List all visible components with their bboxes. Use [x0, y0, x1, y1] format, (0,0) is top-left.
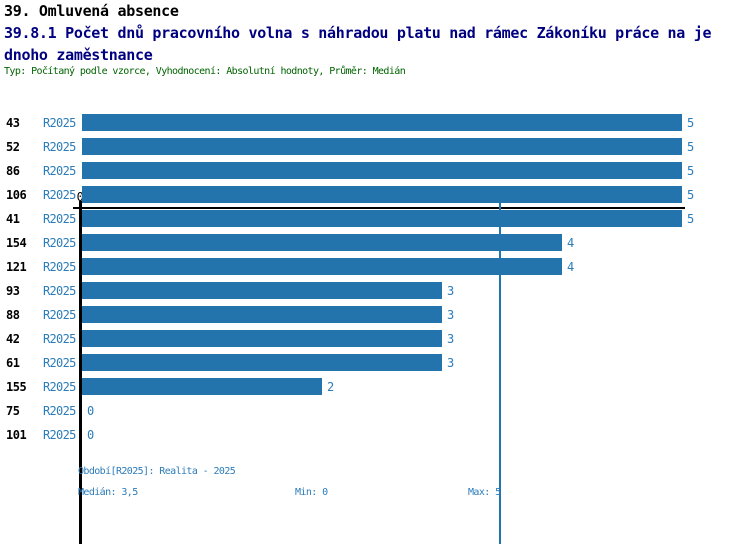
bar-value-label: 5 — [687, 116, 694, 130]
bar — [82, 282, 442, 299]
indicator-title-line2: dnoho zaměstnance — [4, 46, 153, 64]
bar-value-label: 3 — [447, 308, 454, 322]
bar-value-label: 5 — [687, 188, 694, 202]
row-number-label: 88 — [6, 308, 20, 322]
row-number-label: 43 — [6, 116, 20, 130]
bar — [82, 234, 562, 251]
row-period-label: R2025 — [43, 284, 76, 298]
row-period-label: R2025 — [43, 260, 76, 274]
bar-value-label: 4 — [567, 236, 574, 250]
bar-value-label: 5 — [687, 140, 694, 154]
row-period-label: R2025 — [43, 428, 76, 442]
bar-value-label: 5 — [687, 164, 694, 178]
bar-value-label: 0 — [87, 428, 94, 442]
row-number-label: 86 — [6, 164, 20, 178]
bar — [82, 186, 682, 203]
indicator-meta-info: Typ: Počítaný podle vzorce, Vyhodnocení:… — [4, 66, 406, 77]
row-period-label: R2025 — [43, 212, 76, 226]
row-number-label: 121 — [6, 260, 27, 274]
row-period-label: R2025 — [43, 236, 76, 250]
bar — [82, 330, 442, 347]
row-number-label: 106 — [6, 188, 27, 202]
row-period-label: R2025 — [43, 164, 76, 178]
bar-chart: 0 43 R2025 5 52 R2025 5 86 R2025 5 106 R2025 5 41 R20… — [0, 95, 750, 544]
row-number-label: 41 — [6, 212, 20, 226]
row-period-label: R2025 — [43, 404, 76, 418]
bar-value-label: 2 — [327, 380, 334, 394]
bar — [82, 138, 682, 155]
row-period-label: R2025 — [43, 188, 76, 202]
x-axis-line — [79, 207, 685, 209]
bar-value-label: 0 — [87, 404, 94, 418]
bar — [82, 354, 442, 371]
row-period-label: R2025 — [43, 356, 76, 370]
footer-min-stat: Min: 0 — [295, 487, 328, 498]
row-number-label: 155 — [6, 380, 27, 394]
bar — [82, 306, 442, 323]
axis-tick — [73, 207, 79, 209]
row-period-label: R2025 — [43, 308, 76, 322]
row-period-label: R2025 — [43, 140, 76, 154]
footer-median-stat: Medián: 3,5 — [78, 487, 138, 498]
row-number-label: 93 — [6, 284, 20, 298]
row-period-label: R2025 — [43, 332, 76, 346]
bar — [82, 378, 322, 395]
row-number-label: 61 — [6, 356, 20, 370]
row-number-label: 52 — [6, 140, 20, 154]
bar — [82, 258, 562, 275]
row-number-label: 75 — [6, 404, 20, 418]
row-number-label: 42 — [6, 332, 20, 346]
bar-value-label: 3 — [447, 284, 454, 298]
footer-max-stat: Max: 5 — [468, 487, 501, 498]
footer-period-legend: Období[R2025]: Realita - 2025 — [78, 466, 236, 477]
row-number-label: 154 — [6, 236, 27, 250]
y-axis-line — [79, 201, 82, 544]
x-axis-origin-label: 0 — [76, 190, 84, 204]
report-section-title: 39. Omluvená absence — [4, 2, 179, 20]
row-period-label: R2025 — [43, 116, 76, 130]
indicator-title-line1: 39.8.1 Počet dnů pracovního volna s náhr… — [4, 24, 712, 42]
bar — [82, 162, 682, 179]
bar-value-label: 5 — [687, 212, 694, 226]
bar — [82, 114, 682, 131]
row-period-label: R2025 — [43, 380, 76, 394]
median-reference-line — [499, 197, 501, 544]
bar-value-label: 4 — [567, 260, 574, 274]
bar-value-label: 3 — [447, 332, 454, 346]
bar-value-label: 3 — [447, 356, 454, 370]
row-number-label: 101 — [6, 428, 27, 442]
bar — [82, 210, 682, 227]
